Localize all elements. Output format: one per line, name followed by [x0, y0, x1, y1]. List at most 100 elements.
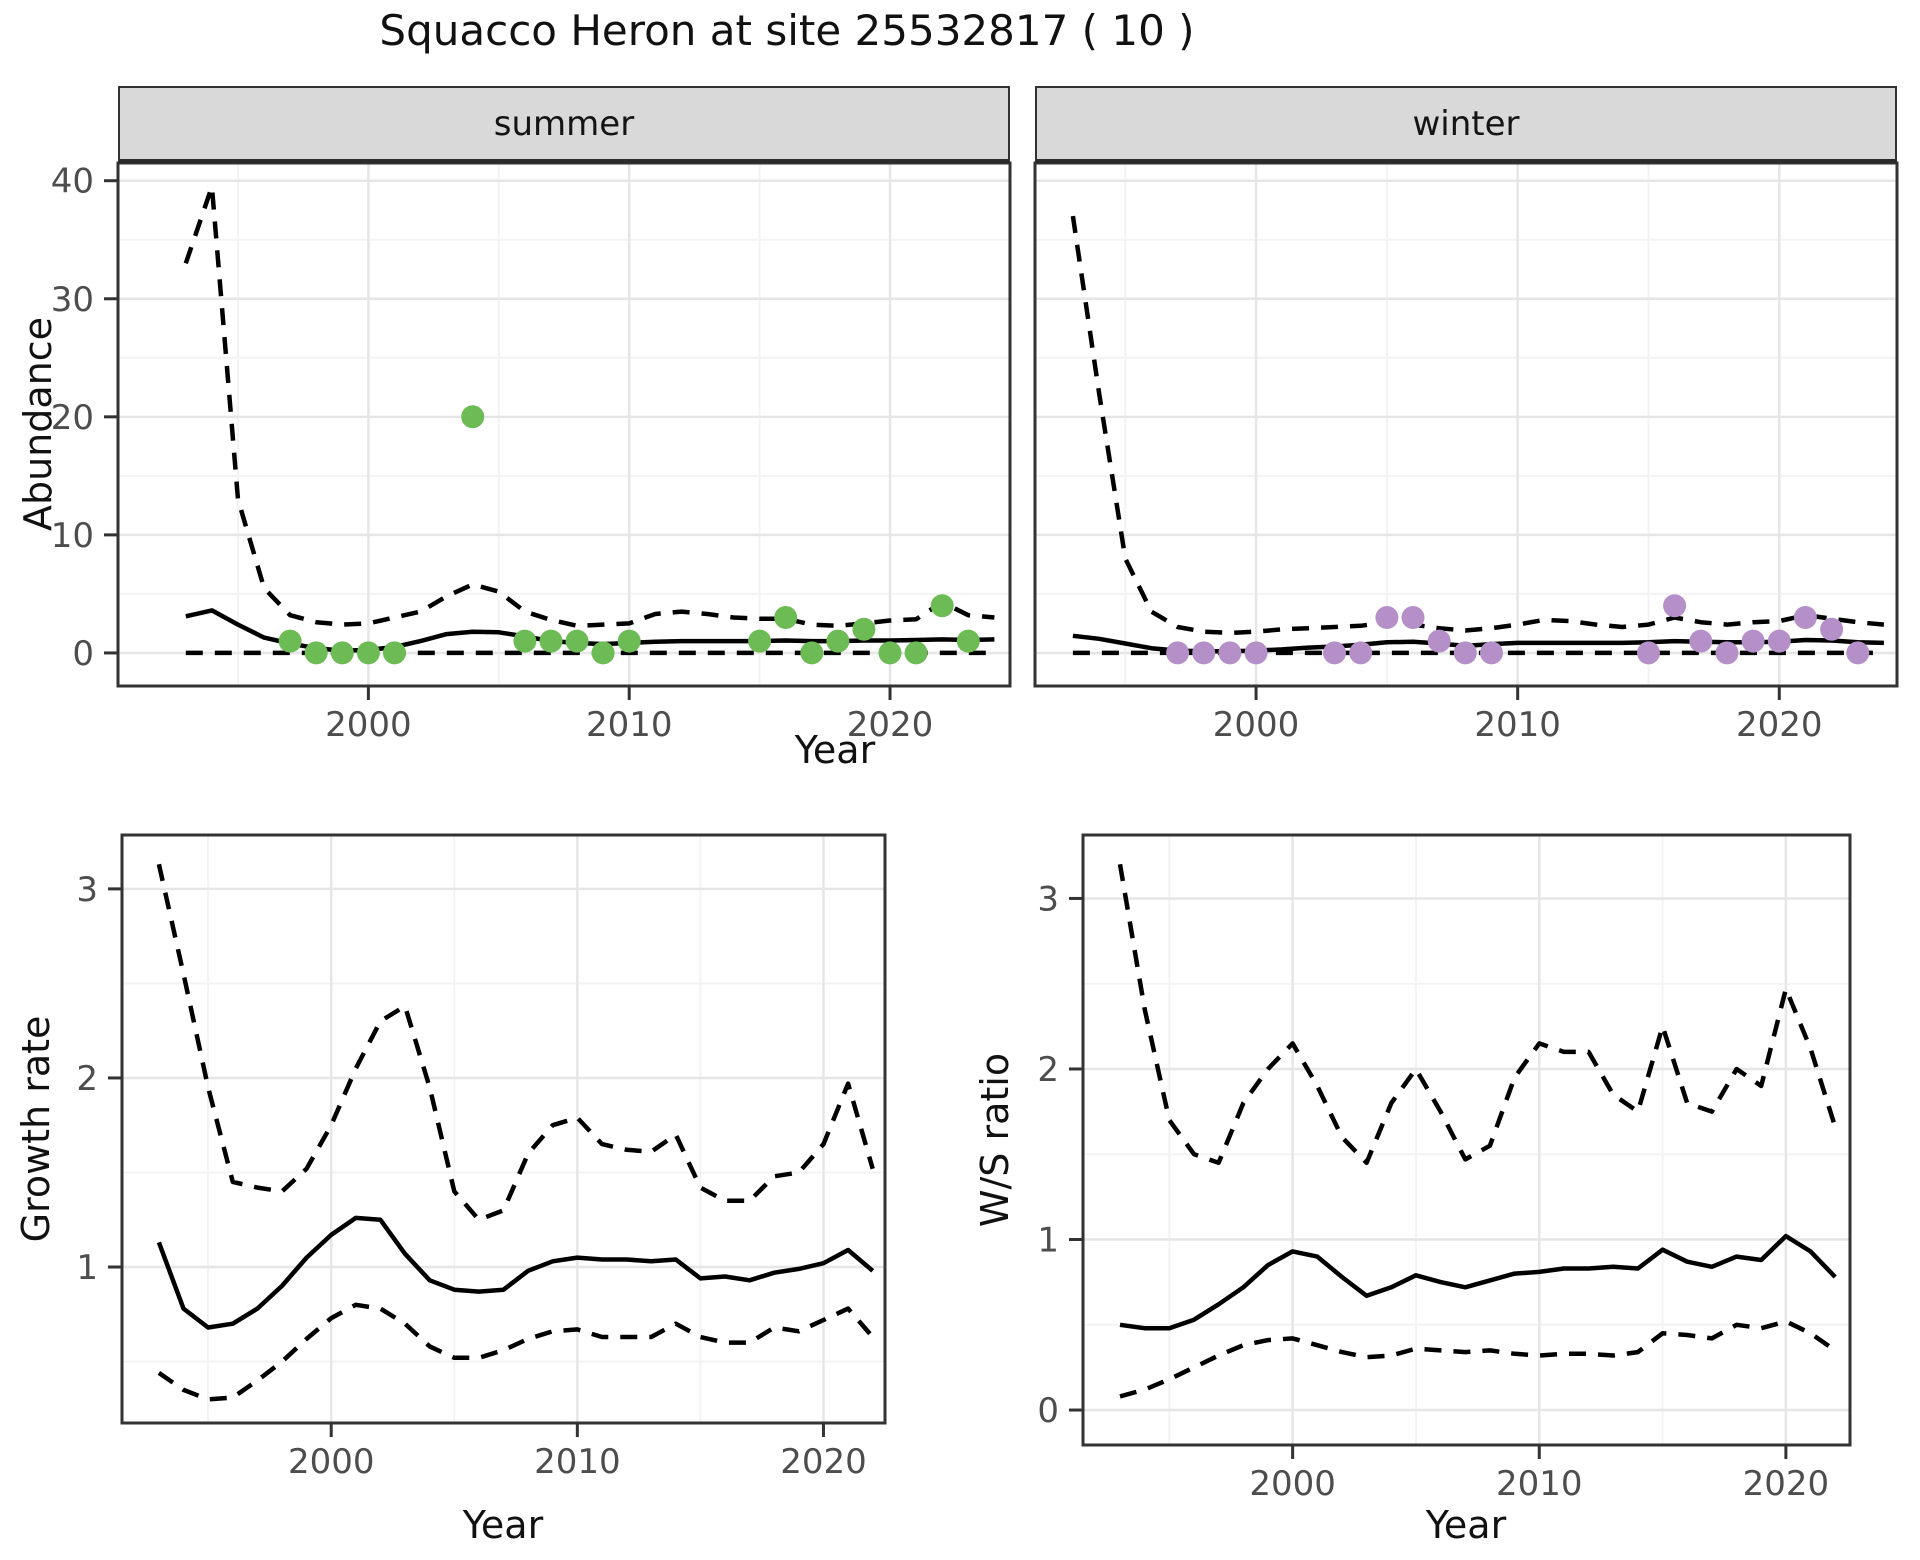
data-point [1689, 629, 1713, 653]
gridlines [1083, 835, 1850, 1445]
y-tick-label: 3 [1037, 879, 1059, 919]
abundance_summer-upper_95ci-line [183, 184, 995, 629]
panel-growth: 2000 2010 2020 1 2 3 [76, 833, 887, 1482]
y-tick-label: 30 [51, 280, 94, 320]
axis-ticks-growth: 2000 2010 2020 1 2 3 [76, 870, 866, 1482]
data-point [878, 641, 902, 665]
x-tick-label: 2020 [1736, 705, 1823, 745]
y-tick-label: 3 [76, 870, 98, 910]
y-tick-label: 1 [1037, 1221, 1059, 1261]
data-point [1218, 641, 1242, 665]
data-point [383, 641, 406, 665]
data-point [930, 594, 954, 618]
data-point [1427, 629, 1451, 653]
chart-title: Squacco Heron at site 25532817 ( 10 ) [379, 6, 1195, 55]
data-point [278, 629, 302, 653]
x-tick-label: 2010 [1474, 705, 1561, 745]
axis-ticks-abundance_winter: 2000 2010 2020 [1213, 686, 1823, 745]
y-tick-label: 0 [72, 634, 94, 674]
panel-border [1081, 833, 1852, 1447]
x-tick-label: 2020 [1743, 1464, 1830, 1504]
data-point [800, 641, 824, 665]
data-point [356, 641, 380, 665]
x-tick-label: 2010 [534, 1442, 621, 1482]
data-point [748, 629, 772, 653]
x-tick-label: 2000 [1213, 705, 1300, 745]
growth-upper_95ci-line [156, 863, 875, 1223]
x-axis-title-year-top: Year [794, 728, 876, 772]
x-tick-label: 2000 [288, 1442, 375, 1482]
ws-lower_95ci-line [1119, 1319, 1837, 1399]
y-tick-label: 2 [1037, 1050, 1059, 1090]
facet-strip-winter-label: winter [1412, 103, 1520, 144]
y-tick-label: 40 [51, 162, 94, 202]
data-point [513, 629, 537, 653]
data-point [1741, 629, 1765, 653]
data-point [1453, 641, 1477, 665]
data-point [304, 641, 328, 665]
x-tick-label: 2010 [586, 705, 673, 745]
x-tick-label: 2000 [1249, 1464, 1336, 1504]
data-point [1323, 641, 1346, 665]
growth-lower_95ci-line [157, 1302, 875, 1402]
data-point [956, 629, 980, 653]
x-axis-title-year-bottom-right: Year [1425, 1503, 1507, 1547]
y-axis-title-abundance: Abundance [16, 316, 60, 532]
data-point [330, 641, 354, 665]
ws-median-line [1119, 1233, 1837, 1331]
panel-border [116, 161, 1012, 688]
x-tick-label: 2020 [847, 705, 934, 745]
panel-abundance_winter: 2000 2010 2020 [1033, 161, 1899, 745]
gridlines [122, 835, 885, 1423]
facet-strip-summer: summer [118, 86, 1010, 163]
data-point [1637, 641, 1660, 665]
data-point [826, 629, 850, 653]
x-axis-title-year-bottom-left: Year [462, 1503, 544, 1547]
data-point [1793, 606, 1817, 629]
axis-ticks-abundance_summer: 2000 2010 2020 0 10 20 30 40 [51, 162, 934, 745]
data-point [1480, 641, 1503, 665]
data-point [1820, 617, 1844, 641]
abundance_winter-observed_counts [1166, 594, 1870, 665]
x-tick-label: 2000 [325, 705, 412, 745]
data-point [461, 405, 485, 429]
data-point [1349, 641, 1373, 665]
gridlines [118, 163, 1010, 686]
abundance_summer-observed_counts [278, 405, 980, 665]
abundance_winter-upper_95ci-line [1070, 215, 1885, 636]
facet-strip-winter: winter [1035, 86, 1897, 163]
data-point [1166, 641, 1190, 665]
data-point [1244, 641, 1268, 665]
data-point [591, 641, 615, 665]
panel-abundance_summer: 2000 2010 2020 0 10 20 30 40 [51, 161, 1012, 745]
facet-strip-summer-label: summer [493, 103, 635, 144]
y-tick-label: 2 [76, 1059, 98, 1099]
data-point [617, 629, 641, 653]
y-tick-label: 10 [51, 516, 94, 556]
data-point [1767, 629, 1791, 653]
y-tick-label: 0 [1037, 1391, 1059, 1431]
y-axis-title-growth-rate: Growth rate [14, 1015, 58, 1243]
ws-upper_95ci-line [1117, 863, 1838, 1166]
data-point [1192, 641, 1216, 665]
data-point [539, 629, 563, 653]
data-point [1375, 606, 1399, 629]
data-point [1663, 594, 1687, 618]
y-tick-label: 20 [51, 398, 94, 438]
y-tick-label: 1 [76, 1248, 98, 1288]
x-tick-label: 2010 [1496, 1464, 1583, 1504]
panel-ws: 2000 2010 2020 0 1 2 3 [1037, 833, 1852, 1504]
growth-median-line [156, 1215, 875, 1330]
gridlines [1035, 163, 1897, 686]
data-point [565, 629, 589, 653]
data-point [1715, 641, 1739, 665]
x-tick-label: 2020 [780, 1442, 867, 1482]
panel-border [1033, 161, 1899, 688]
data-point [904, 641, 928, 665]
data-point [1846, 641, 1870, 665]
panel-border [120, 833, 887, 1425]
data-point [774, 606, 798, 629]
data-point [1401, 606, 1425, 629]
